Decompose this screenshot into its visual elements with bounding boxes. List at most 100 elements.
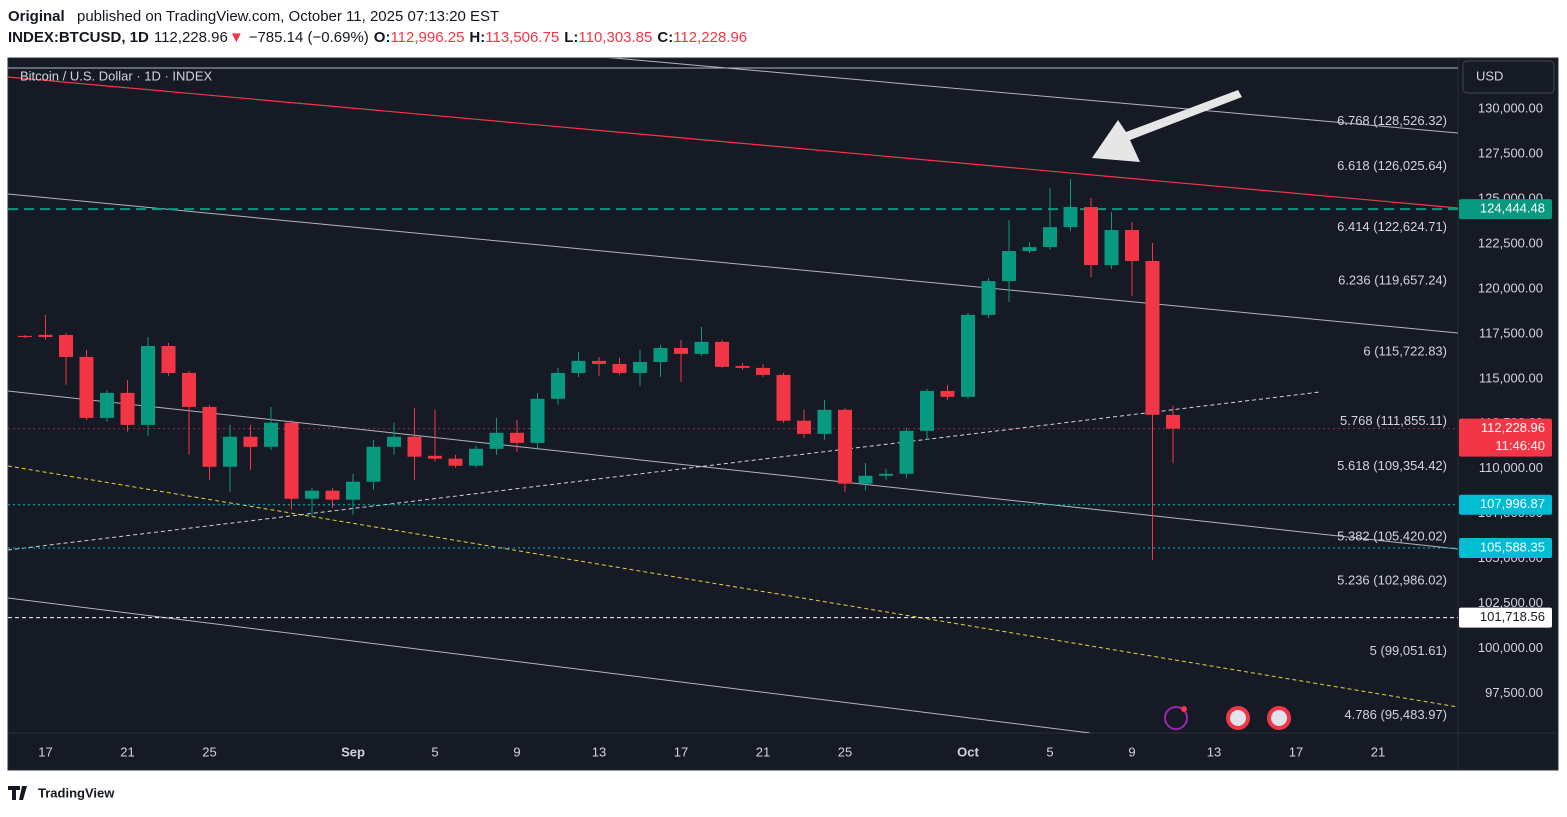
candle <box>79 349 94 420</box>
candle <box>59 332 73 385</box>
level-label: 6.768 (128,526.32) <box>1337 113 1447 128</box>
candle <box>223 424 237 492</box>
y-tick-label: 130,000.00 <box>1478 101 1543 116</box>
quote-text: H: <box>469 29 485 46</box>
candle-body <box>920 390 934 431</box>
quote-text: C: <box>657 29 673 46</box>
candle-body <box>899 430 914 474</box>
candle-body <box>510 432 524 443</box>
price-badge-label: 101,718.56 <box>1480 609 1545 624</box>
candle <box>366 439 381 490</box>
candle-body <box>469 448 483 466</box>
currency: USD <box>1476 68 1503 83</box>
candle <box>838 407 852 492</box>
candle <box>1084 198 1098 277</box>
candle <box>202 404 217 480</box>
candle <box>346 473 360 515</box>
trendline <box>8 76 1458 209</box>
y-tick-label: 117,500.00 <box>1479 325 1543 340</box>
price-badge-label: 112,228.96 <box>1481 420 1545 435</box>
candle-body <box>694 341 709 354</box>
candle-body <box>571 360 586 373</box>
trendline <box>8 390 1458 550</box>
candle <box>1063 179 1078 232</box>
logo-mark <box>8 786 27 800</box>
candle-body <box>1022 247 1037 252</box>
candle <box>18 334 32 339</box>
trendline <box>8 597 1091 733</box>
quote-text: O: <box>374 29 391 46</box>
drawings <box>8 58 1458 733</box>
candle-body <box>38 334 53 337</box>
candle <box>264 406 278 450</box>
price-badge <box>1459 418 1552 457</box>
level-label: 4.786 (95,483.97) <box>1344 707 1447 722</box>
brand: TradingView <box>38 785 115 800</box>
quote-text: L: <box>564 29 578 46</box>
y-tick-label: 102,500.00 <box>1478 595 1543 610</box>
candle <box>1166 405 1180 464</box>
candle-body <box>161 345 176 373</box>
x-tick-label: 5 <box>1046 744 1053 759</box>
candle-body <box>776 374 791 421</box>
level-label: 5.768 (111,855.11) <box>1340 413 1447 428</box>
candle <box>182 370 196 455</box>
price-badge <box>1459 607 1552 628</box>
candle <box>735 362 750 370</box>
candle <box>879 468 893 480</box>
candle <box>305 487 319 517</box>
level-label: 5.382 (105,420.02) <box>1337 529 1447 544</box>
x-tick-label: 9 <box>1128 744 1135 759</box>
candle-body <box>715 341 729 367</box>
candle-body <box>1043 227 1057 248</box>
candle-body <box>1104 230 1119 266</box>
candle-body <box>633 361 647 373</box>
candle-body <box>551 372 565 399</box>
candle <box>1022 242 1037 254</box>
candle-body <box>797 420 811 434</box>
flag <box>1230 710 1246 726</box>
level-label: 5.618 (109,354.42) <box>1337 458 1447 473</box>
candle-body <box>141 345 155 425</box>
candle-body <box>592 360 606 364</box>
candle <box>1104 212 1119 270</box>
x-tick-label: 21 <box>120 744 134 759</box>
currency-button[interactable] <box>1462 60 1555 94</box>
candle-body <box>325 490 340 500</box>
x-tick-label: 25 <box>202 744 216 759</box>
candle <box>674 339 688 382</box>
x-tick-label: 21 <box>1371 744 1385 759</box>
candle <box>592 356 606 376</box>
candle-body <box>243 436 258 447</box>
candle <box>653 344 668 377</box>
candle-body <box>448 458 463 466</box>
quote-text: 112,996.25 <box>390 29 464 46</box>
event-icon[interactable] <box>1164 706 1188 730</box>
y-tick-label: 122,500.00 <box>1478 235 1543 250</box>
candle <box>100 389 114 422</box>
candle <box>325 487 340 508</box>
candle-body <box>1166 414 1180 429</box>
x-tick-label: 9 <box>513 744 520 759</box>
price-badge <box>1459 538 1552 559</box>
quote-text: 112,228.96 <box>154 29 228 46</box>
candle-body <box>407 436 422 457</box>
candle <box>612 357 627 375</box>
candle <box>243 424 258 470</box>
candle <box>899 427 914 478</box>
candle-body <box>674 347 688 354</box>
candle-body <box>879 473 893 476</box>
x-tick-label: 17 <box>38 744 52 759</box>
candle-body <box>305 490 319 499</box>
event-dot <box>1181 706 1187 712</box>
candle-body <box>264 422 278 447</box>
candle <box>571 351 586 377</box>
trendline <box>8 391 1321 551</box>
candle-body <box>346 481 360 500</box>
y-tick-label: 100,000.00 <box>1478 640 1543 655</box>
candle-body <box>530 398 545 443</box>
candle <box>407 407 422 480</box>
flag <box>1271 710 1287 726</box>
